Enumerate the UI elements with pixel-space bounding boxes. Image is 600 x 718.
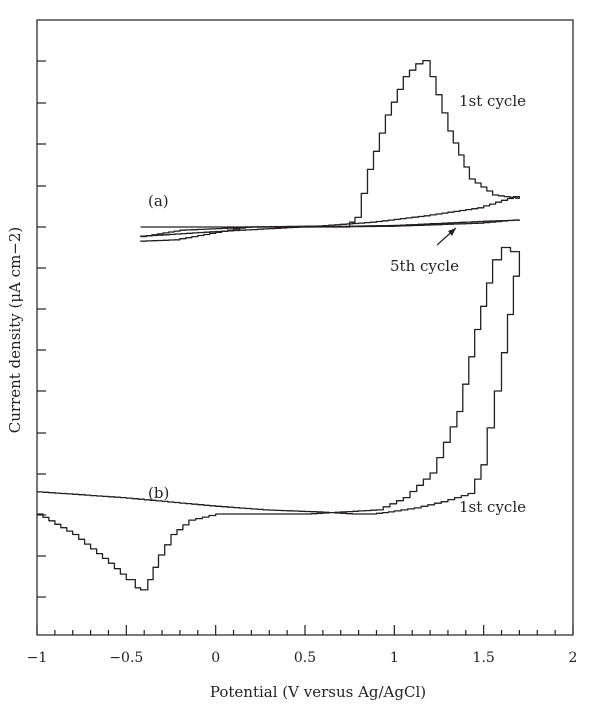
panel-b-label: (b) bbox=[148, 484, 169, 502]
panel-b-1st-cycle-label: 1st cycle bbox=[459, 498, 526, 516]
panel-a-1st-cycle-label: 1st cycle bbox=[459, 92, 526, 110]
panel-a-series-1-curve bbox=[139, 59, 521, 242]
x-tick-label: 1.5 bbox=[473, 650, 495, 666]
y-axis-ticks bbox=[37, 60, 46, 598]
x-tick-label: 0.5 bbox=[294, 650, 316, 666]
x-tick-label: −1 bbox=[27, 650, 48, 666]
panel-a-label: (a) bbox=[148, 192, 169, 210]
plot-frame bbox=[36, 19, 574, 636]
x-tick-label: −0.5 bbox=[109, 650, 143, 666]
x-tick-label: 1 bbox=[390, 650, 399, 666]
y-axis-title: Current density (μA cm−2) bbox=[6, 227, 24, 434]
curves bbox=[36, 59, 521, 591]
x-axis-ticks bbox=[36, 625, 574, 635]
panel-a-series-2-curve bbox=[139, 219, 521, 237]
panel-b-series-1-curve bbox=[36, 246, 521, 591]
5th-cycle-arrowhead bbox=[448, 228, 456, 236]
x-tick-labels: −1 −0.5 0 0.5 1 1.5 2 bbox=[27, 650, 578, 666]
x-axis-title: Potential (V versus Ag/AgCl) bbox=[210, 683, 426, 701]
x-tick-label: 2 bbox=[569, 650, 578, 666]
x-tick-label: 0 bbox=[211, 650, 220, 666]
panel-a-5th-cycle-label: 5th cycle bbox=[390, 257, 459, 275]
